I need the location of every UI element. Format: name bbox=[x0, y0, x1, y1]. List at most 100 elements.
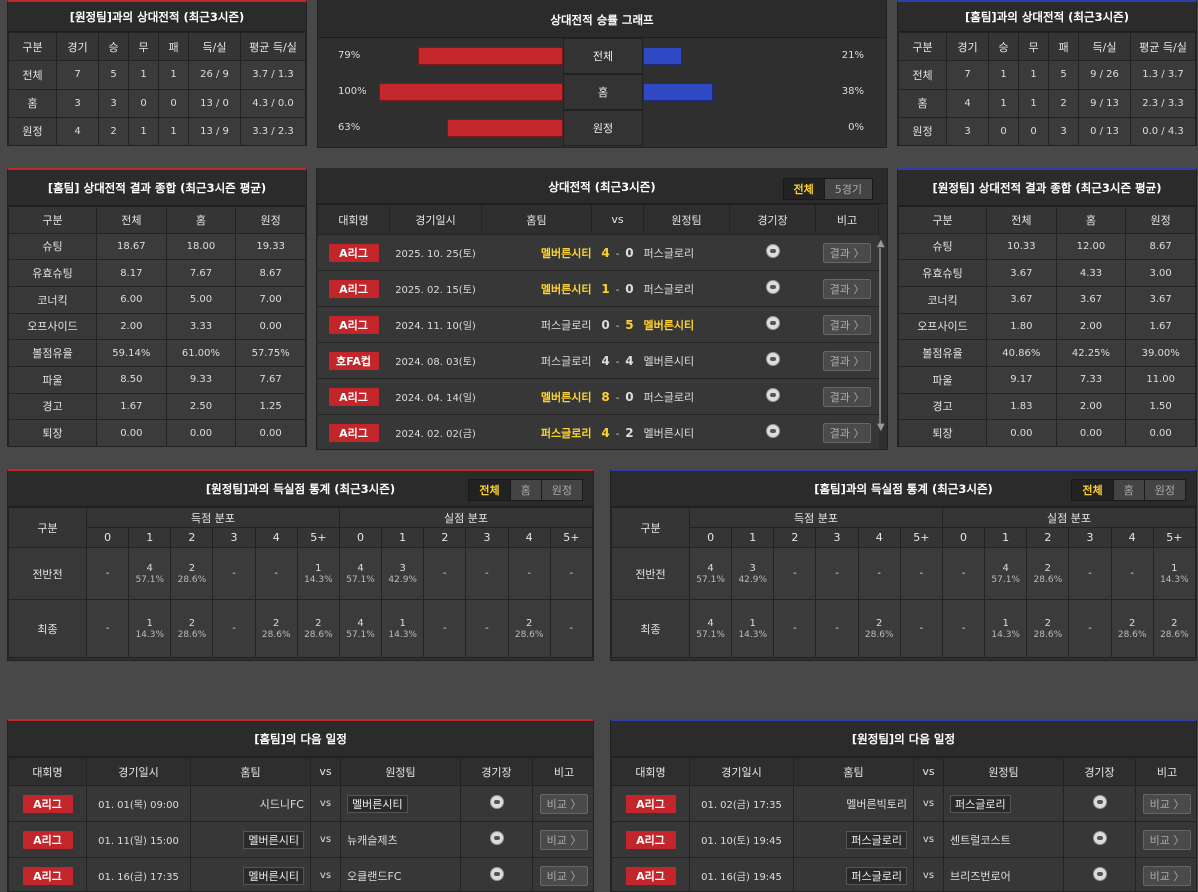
count: - bbox=[105, 622, 110, 634]
stats-cell: - bbox=[254, 547, 298, 600]
percent: 57.1% bbox=[696, 574, 725, 585]
stats-cell: 2 28.6% bbox=[1152, 599, 1196, 658]
count: 2 bbox=[1044, 562, 1052, 574]
home-team: 퍼스글로리 bbox=[846, 830, 907, 849]
tab-1[interactable]: 전체 bbox=[783, 179, 825, 199]
result-button[interactable]: 결과 〉 bbox=[822, 278, 872, 299]
stats-cell: 4 57.1% bbox=[688, 547, 733, 600]
count: 1 bbox=[1171, 562, 1178, 574]
column-header: 구분 bbox=[898, 31, 947, 62]
tab-2[interactable]: 홈 bbox=[510, 480, 542, 500]
stats-cell: - bbox=[1110, 547, 1154, 600]
goal-stats-tabs: 전체 홈 원정 bbox=[1071, 479, 1186, 501]
table-row: 퇴장 0.00 0.00 0.00 bbox=[8, 419, 306, 446]
table-cell: 13 / 0 bbox=[188, 88, 241, 118]
panel-title: [홈팀]과의 상대전적 (최근3시즌) bbox=[898, 2, 1196, 32]
table-row: 볼점유율 59.14% 61.00% 57.75% bbox=[8, 339, 306, 367]
score-separator: - bbox=[615, 248, 620, 260]
percent: 57.1% bbox=[346, 629, 375, 640]
compare-button[interactable]: 비교 〉 bbox=[539, 829, 589, 850]
result-button[interactable]: 결과 〉 bbox=[822, 350, 872, 371]
match-row: A리그 2025. 10. 25(토) 멜버른시티 4-0 퍼스글로리 결과 〉 bbox=[317, 234, 879, 271]
stats-cell: 4 57.1% bbox=[338, 599, 383, 658]
stadium-icon[interactable] bbox=[765, 316, 780, 330]
next-home-table: 대회명 경기일시 홈팀 vs 원정팀 경기장 비고 A리그 01. 01(목) 09:00 시드니… bbox=[8, 757, 593, 891]
match-date: 2025. 02. 15(토) bbox=[389, 270, 482, 307]
result-button[interactable]: 결과 〉 bbox=[822, 422, 872, 443]
panel-title: [홈팀]의 다음 일정 bbox=[8, 721, 593, 757]
stadium-icon[interactable] bbox=[1092, 867, 1107, 881]
away-score: 5 bbox=[625, 317, 634, 332]
compare-button[interactable]: 비교 〉 bbox=[539, 793, 589, 814]
schedule-row: A리그 01. 10(토) 19:45 퍼스글로리 vs 센트럴코스트 비교 〉 bbox=[611, 821, 1196, 858]
stadium-icon[interactable] bbox=[765, 280, 780, 294]
tab-2[interactable]: 5경기 bbox=[824, 179, 872, 199]
compare-button[interactable]: 비교 〉 bbox=[1142, 793, 1192, 814]
tab-1[interactable]: 전체 bbox=[469, 480, 511, 500]
tab-1[interactable]: 전체 bbox=[1072, 480, 1114, 500]
column-header: 경기장 bbox=[729, 204, 816, 235]
result-button[interactable]: 결과 〉 bbox=[822, 242, 872, 263]
goal-count-header: 0 bbox=[85, 527, 130, 548]
table-row: 오프사이드 2.00 3.33 0.00 bbox=[8, 312, 306, 341]
table-cell: 0.00 bbox=[1125, 419, 1196, 446]
tab-3[interactable]: 원정 bbox=[1144, 480, 1185, 500]
tab-3[interactable]: 원정 bbox=[541, 480, 582, 500]
scroll-down-icon[interactable]: ▼ bbox=[877, 422, 885, 433]
stats-cell: 2 28.6% bbox=[170, 547, 214, 600]
away-team: 센트럴코스트 bbox=[950, 833, 1011, 847]
stadium-icon[interactable] bbox=[1092, 795, 1107, 809]
home-winrate-label: 100% bbox=[338, 86, 367, 97]
count: - bbox=[961, 622, 966, 634]
stadium-icon[interactable] bbox=[765, 424, 780, 438]
scroll-track[interactable] bbox=[879, 248, 881, 424]
scrollbar[interactable]: ▲ ▼ bbox=[877, 238, 885, 440]
table-row: 원정 3 0 0 3 0 / 13 0.0 / 4.3 bbox=[898, 116, 1196, 145]
tab-2[interactable]: 홈 bbox=[1113, 480, 1145, 500]
away-team: 퍼스글로리 bbox=[950, 794, 1011, 813]
compare-button[interactable]: 비교 〉 bbox=[1142, 829, 1192, 850]
count: 1 bbox=[1002, 617, 1009, 629]
vs-label: vs bbox=[913, 821, 944, 858]
away-score: 0 bbox=[625, 245, 634, 260]
table-cell: 0 bbox=[158, 88, 189, 118]
stadium-icon[interactable] bbox=[489, 831, 504, 845]
stats-cell: - bbox=[857, 547, 901, 600]
column-header: 평균 득/실 bbox=[240, 31, 306, 62]
column-header: 홈팀 bbox=[190, 757, 311, 786]
league-badge: A리그 bbox=[328, 387, 379, 406]
graph-row-label: 홈 bbox=[563, 74, 643, 110]
home-team: 시드니FC bbox=[259, 797, 304, 811]
stadium-icon[interactable] bbox=[765, 244, 780, 258]
stadium-icon[interactable] bbox=[765, 352, 780, 366]
goal-count-header: 0 bbox=[338, 527, 383, 548]
column-header: 득/실 bbox=[1078, 31, 1131, 62]
result-button[interactable]: 결과 〉 bbox=[822, 386, 872, 407]
league-badge: 호FA컵 bbox=[328, 351, 379, 370]
column-header: 패 bbox=[1048, 31, 1079, 62]
score-separator: - bbox=[615, 284, 620, 296]
stats-cell: 2 28.6% bbox=[296, 599, 340, 658]
compare-button[interactable]: 비교 〉 bbox=[1142, 865, 1192, 886]
table-cell: 2.00 bbox=[1055, 392, 1127, 421]
stadium-icon[interactable] bbox=[489, 867, 504, 881]
table-cell: 4.33 bbox=[1055, 259, 1127, 287]
stadium-icon[interactable] bbox=[489, 795, 504, 809]
percent: 14.3% bbox=[738, 629, 768, 640]
stats-cell: 2 28.6% bbox=[1026, 599, 1070, 658]
column-header: 원정 bbox=[1125, 206, 1196, 234]
table-row: 볼점유율 40.86% 42.25% 39.00% bbox=[898, 339, 1196, 367]
stadium-icon[interactable] bbox=[765, 388, 780, 402]
result-button[interactable]: 결과 〉 bbox=[822, 314, 872, 335]
table-row: 유효슈팅 3.67 4.33 3.00 bbox=[898, 259, 1196, 287]
goal-count-header: 1 bbox=[984, 527, 1028, 548]
count: - bbox=[1088, 622, 1092, 634]
column-header: 홈 bbox=[165, 206, 237, 234]
goal-count-header: 2 bbox=[1026, 527, 1070, 548]
scored-header: 득점 분포 bbox=[86, 507, 340, 528]
stats-cell: - bbox=[899, 547, 943, 600]
compare-button[interactable]: 비교 〉 bbox=[539, 865, 589, 886]
scroll-up-icon[interactable]: ▲ bbox=[877, 238, 885, 249]
stadium-icon[interactable] bbox=[1092, 831, 1107, 845]
goal-stats-away-panel: [원정팀]과의 득실점 통계 (최근3시즌) 전체 홈 원정 구분 득점 분포 실점 분… bbox=[7, 469, 594, 661]
